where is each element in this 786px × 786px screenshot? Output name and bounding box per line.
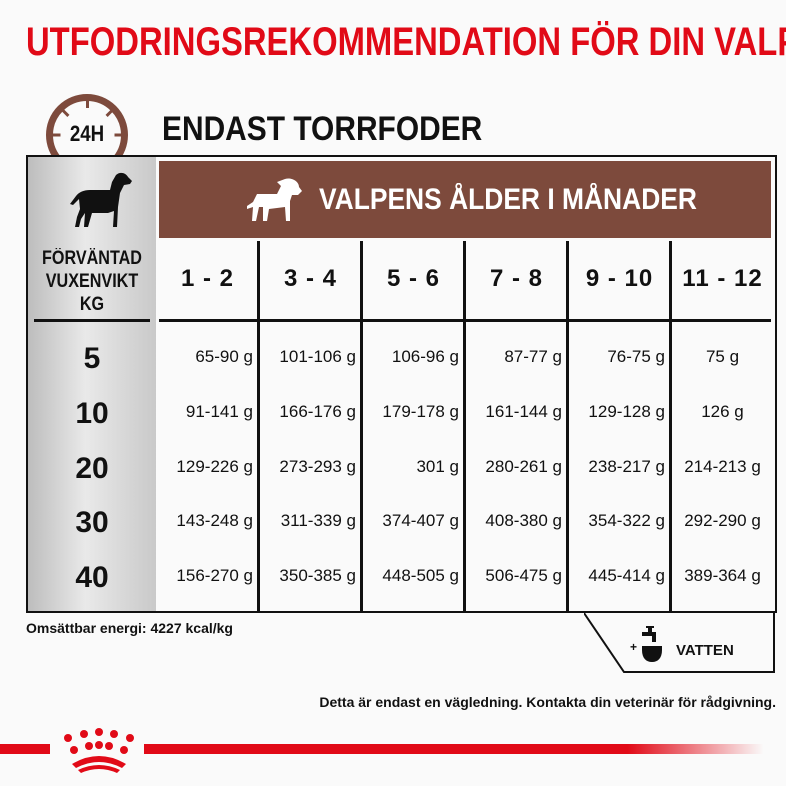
age-column-header: 1 - 2: [180, 265, 235, 292]
feeding-amount-cell: 445-414 g: [588, 566, 665, 585]
feeding-amount-cell: 374-407 g: [382, 511, 459, 530]
age-column-header: 3 - 4: [283, 265, 338, 292]
feeding-amount-cell: 280-261 g: [485, 457, 562, 476]
feeding-amount-cell: 156-270 g: [176, 566, 253, 585]
feeding-amount-cell: 129-226 g: [176, 457, 253, 476]
feeding-amount-cell: 76-75 g: [607, 347, 665, 366]
water-label: VATTEN: [676, 642, 734, 659]
feeding-amount-cell: 106-96 g: [391, 347, 459, 366]
feeding-amount-cell: 179-178 g: [382, 402, 459, 421]
water-box-border: [584, 612, 775, 673]
subtitle: ENDAST TORRFODER: [162, 110, 483, 148]
age-column-header: 7 - 8: [489, 265, 544, 292]
column-divider: [669, 241, 672, 611]
feeding-amount-cell: 350-385 g: [279, 566, 356, 585]
age-header-label: VALPENS ÅLDER I MÅNADER: [319, 183, 697, 216]
age-header-band: VALPENS ÅLDER I MÅNADER: [159, 161, 771, 238]
feeding-amount-cell: 166-176 g: [279, 402, 356, 421]
column-divider: [566, 241, 569, 611]
tap-water-icon: +: [630, 626, 662, 662]
feeding-amount-cell: 354-322 g: [588, 511, 665, 530]
weight-header-line: VUXENVIKT: [45, 271, 139, 292]
feeding-amount-cell: 126 g: [701, 402, 744, 421]
weight-value: 20: [75, 452, 109, 485]
weight-header-line: FÖRVÄNTAD: [42, 248, 142, 269]
feeding-amount-cell: 65-90 g: [195, 347, 253, 366]
feeding-amount-cell: 448-505 g: [382, 566, 459, 585]
page-title: UTFODRINGSREKOMMENDATION FÖR DIN VALP: [26, 20, 786, 64]
brand-bar: [0, 744, 50, 754]
disclaimer-note: Detta är endast en vägledning. Kontakta …: [319, 694, 776, 710]
age-column-header: 5 - 6: [386, 265, 441, 292]
energy-info: Omsättbar energi: 4227 kcal/kg: [26, 620, 233, 636]
feeding-amount-cell: 292-290 g: [684, 511, 761, 530]
feeding-amount-cell: 311-339 g: [280, 511, 356, 530]
feeding-amount-cell: 91-141 g: [185, 402, 253, 421]
weight-value: 30: [75, 506, 109, 539]
water-box: + VATTEN: [584, 612, 777, 674]
feeding-table: FÖRVÄNTAD VUXENVIKT KG 5 10 20 30 40 VAL…: [26, 155, 777, 613]
feeding-amount-cell: 301 g: [416, 457, 459, 476]
clock-label: 24H: [69, 121, 105, 146]
royal-canin-crown-logo: [64, 728, 134, 773]
weight-value: 40: [75, 561, 109, 594]
weight-header: FÖRVÄNTAD VUXENVIKT KG: [38, 247, 147, 316]
age-column-header: 11 - 12: [682, 265, 763, 292]
weight-column: FÖRVÄNTAD VUXENVIKT KG 5 10 20 30 40: [28, 157, 156, 611]
brand-bar: [144, 744, 764, 754]
weight-value: 10: [75, 397, 109, 430]
feeding-amount-cell: 101-106 g: [279, 347, 356, 366]
feeding-amount-cell: 214-213 g: [684, 457, 761, 476]
feeding-amount-cell: 506-475 g: [485, 566, 562, 585]
age-column-header: 9 - 10: [585, 265, 654, 292]
column-divider: [257, 241, 260, 611]
feeding-amount-cell: 129-128 g: [588, 402, 665, 421]
column-divider: [463, 241, 466, 611]
feeding-amount-cell: 408-380 g: [485, 511, 562, 530]
weight-header-line: KG: [79, 294, 105, 315]
puppy-icon: [247, 178, 302, 221]
feeding-amount-cell: 143-248 g: [176, 511, 253, 530]
divider: [34, 319, 150, 322]
feeding-amount-cell: 389-364 g: [684, 566, 761, 585]
feeding-amount-cell: 87-77 g: [504, 347, 562, 366]
column-divider: [360, 241, 363, 611]
feeding-amount-cell: 75 g: [705, 347, 740, 366]
svg-text:+: +: [630, 640, 637, 654]
weight-value: 5: [83, 342, 101, 375]
feeding-amount-cell: 273-293 g: [279, 457, 356, 476]
feeding-amount-cell: 161-144 g: [485, 402, 562, 421]
feeding-amount-cell: 238-217 g: [588, 457, 665, 476]
adult-dog-icon: [70, 172, 132, 227]
